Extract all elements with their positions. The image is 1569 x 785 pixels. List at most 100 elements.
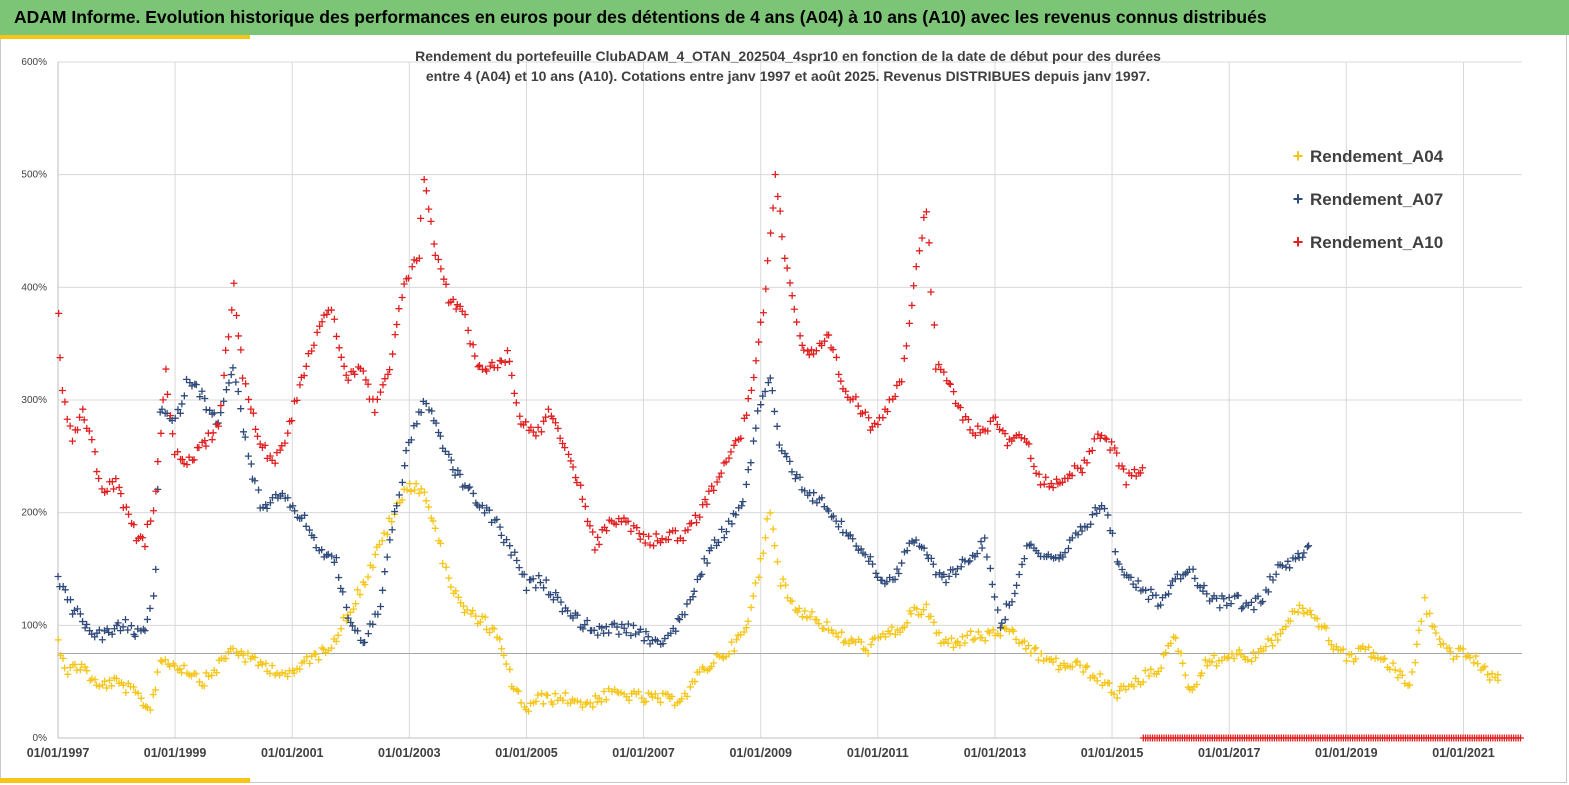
data-point xyxy=(354,586,362,594)
data-point xyxy=(1391,666,1399,674)
data-point xyxy=(496,523,504,531)
data-point xyxy=(1432,629,1440,637)
data-point xyxy=(602,696,610,704)
data-point xyxy=(356,591,364,599)
data-point xyxy=(1223,601,1231,609)
data-point xyxy=(430,240,438,248)
data-point xyxy=(1072,658,1080,666)
data-point xyxy=(76,610,84,618)
data-point xyxy=(1262,643,1270,651)
data-point xyxy=(196,678,204,686)
data-point xyxy=(271,459,279,467)
data-point xyxy=(350,605,358,613)
data-point xyxy=(310,534,318,542)
data-point xyxy=(503,347,511,355)
data-point xyxy=(452,305,460,313)
data-point xyxy=(815,620,823,628)
data-point xyxy=(312,544,320,552)
data-point xyxy=(953,565,961,573)
data-point xyxy=(1381,654,1389,662)
data-point xyxy=(925,239,933,247)
data-point xyxy=(174,406,182,414)
data-point xyxy=(284,494,292,502)
data-point xyxy=(740,628,748,636)
data-point xyxy=(891,575,899,583)
data-point xyxy=(190,456,198,464)
data-point xyxy=(759,392,767,400)
data-point xyxy=(1203,590,1211,598)
data-point xyxy=(624,620,632,628)
data-point xyxy=(1286,617,1294,625)
x-tick-label: 01/01/2001 xyxy=(261,746,324,760)
data-point xyxy=(798,341,806,349)
data-point xyxy=(249,409,257,417)
data-point xyxy=(481,509,489,517)
data-point xyxy=(907,610,915,618)
data-point xyxy=(157,429,165,437)
data-point xyxy=(767,229,775,237)
data-point xyxy=(1269,576,1277,584)
data-point xyxy=(1436,635,1444,643)
data-point xyxy=(945,379,953,387)
data-point xyxy=(883,408,891,416)
data-point xyxy=(591,546,599,554)
data-point xyxy=(374,610,382,618)
data-point xyxy=(600,688,608,696)
data-point xyxy=(1032,644,1040,652)
data-point xyxy=(364,380,372,388)
data-point xyxy=(183,461,191,469)
data-point xyxy=(142,703,150,711)
data-point xyxy=(1130,466,1138,474)
data-point xyxy=(330,315,338,323)
data-point xyxy=(469,607,477,615)
data-point xyxy=(801,607,809,615)
data-point xyxy=(383,530,391,538)
data-point xyxy=(932,571,940,579)
data-point xyxy=(966,557,974,565)
data-point xyxy=(879,414,887,422)
data-point xyxy=(559,696,567,704)
data-point xyxy=(1101,434,1109,442)
data-point xyxy=(486,362,494,370)
data-point xyxy=(786,457,794,465)
data-point xyxy=(917,610,925,618)
data-point xyxy=(311,650,319,658)
data-point xyxy=(1267,636,1275,644)
data-point xyxy=(718,525,726,533)
data-point xyxy=(615,630,623,638)
data-point xyxy=(557,598,565,606)
data-point xyxy=(242,380,250,388)
data-point xyxy=(821,337,829,345)
data-point xyxy=(451,471,459,479)
data-point xyxy=(1018,560,1026,568)
data-point xyxy=(268,662,276,670)
data-point xyxy=(427,217,435,225)
data-point xyxy=(98,485,106,493)
data-point xyxy=(463,606,471,614)
data-point xyxy=(86,627,94,635)
data-point xyxy=(164,390,172,398)
data-point xyxy=(361,638,369,646)
data-point xyxy=(180,661,188,669)
data-point xyxy=(739,498,747,506)
data-point xyxy=(900,623,908,631)
data-point xyxy=(1453,652,1461,660)
data-point xyxy=(1494,676,1502,684)
data-point xyxy=(1147,665,1155,673)
data-point xyxy=(567,457,575,465)
data-point xyxy=(99,681,107,689)
data-point xyxy=(835,370,843,378)
data-point xyxy=(810,489,818,497)
data-point xyxy=(1223,654,1231,662)
data-point xyxy=(502,660,510,668)
data-point xyxy=(698,570,706,578)
data-point xyxy=(237,647,245,655)
data-point xyxy=(595,694,603,702)
data-point xyxy=(1091,504,1099,512)
data-point xyxy=(162,365,170,373)
data-point xyxy=(239,374,247,382)
data-point xyxy=(1220,595,1228,603)
data-point xyxy=(1233,650,1241,658)
data-point xyxy=(865,557,873,565)
data-point xyxy=(947,634,955,642)
